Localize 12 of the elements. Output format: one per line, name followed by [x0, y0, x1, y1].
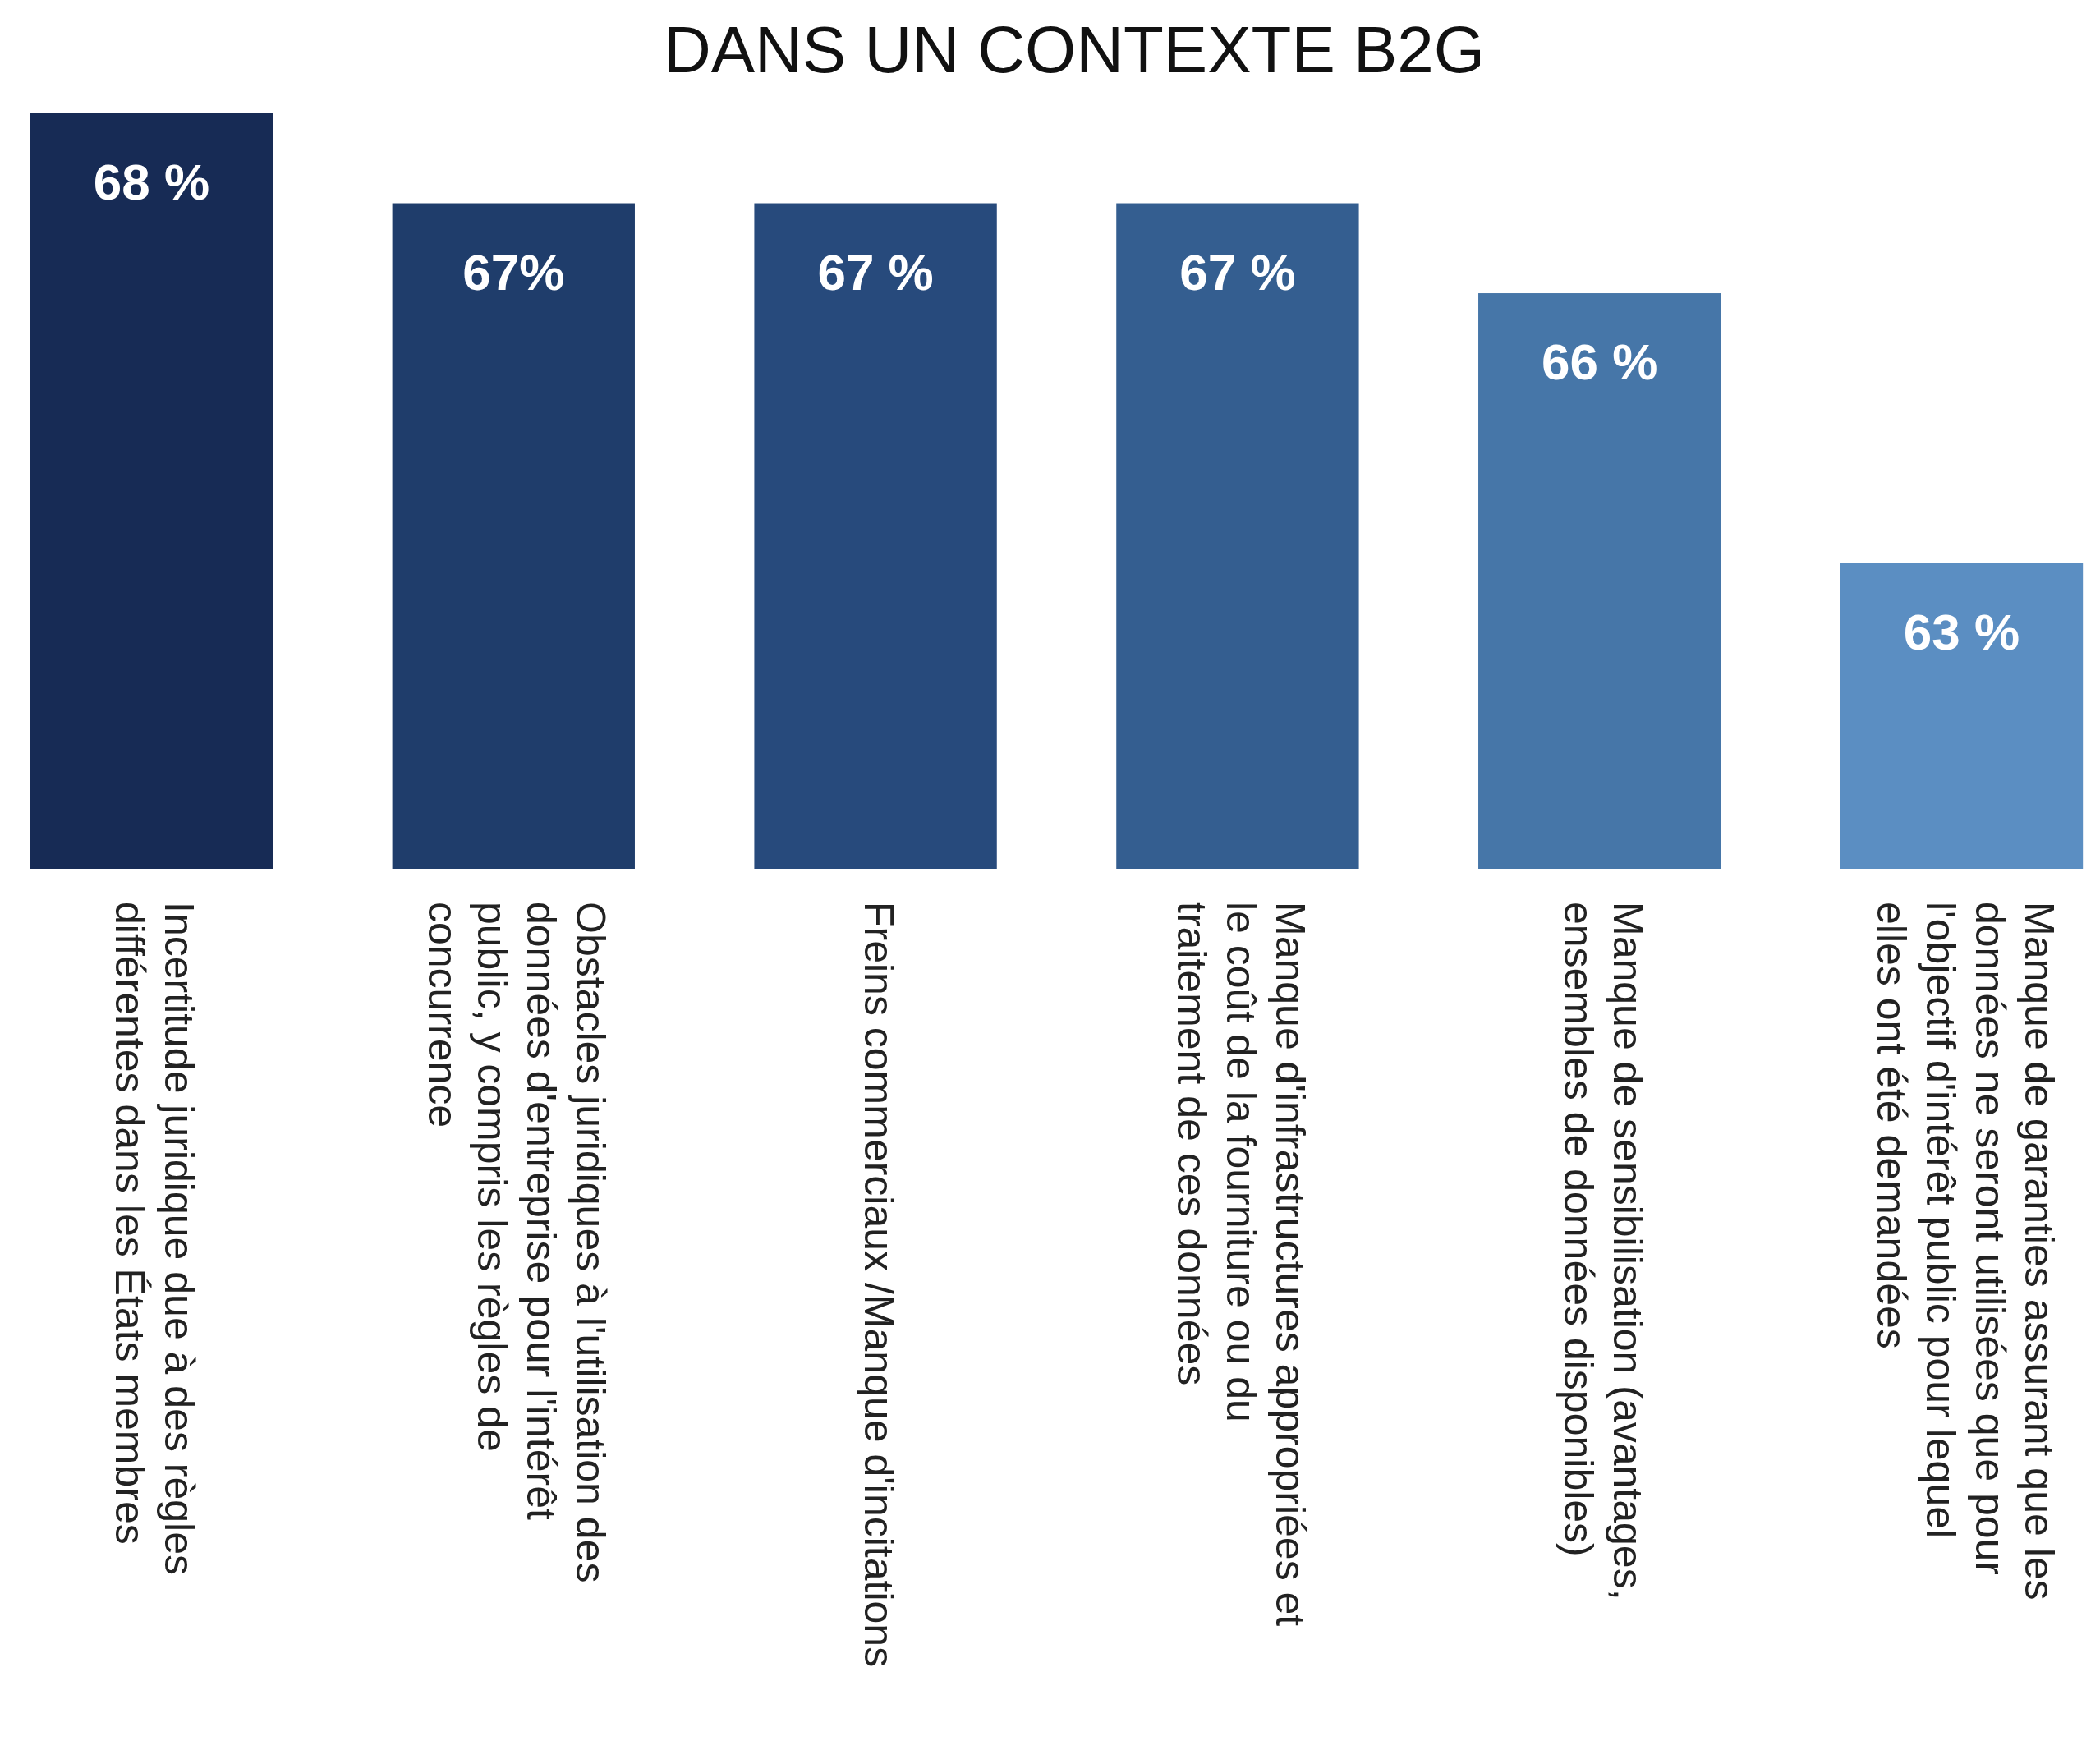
data-label: 68 %: [93, 154, 210, 210]
x-tick-label: Manque d'infrastructures appropriées et le coût de la fourniture ou du traitement de ces données: [1168, 902, 1313, 1627]
data-label: 67%: [462, 243, 565, 301]
data-label: 66 %: [1542, 333, 1658, 391]
chart-title: DANS UN CONTEXTE B2G: [663, 13, 1486, 86]
data-label: 67 %: [1179, 243, 1296, 301]
x-tick-label: Manque de sensibilisation (avantages, ensembles de données disponibles): [1555, 902, 1651, 1601]
x-tick-label: Obstacles juridiques à l'utilisation des données d'entreprise pour l'intérêt public, y compris les règles de concurrence: [420, 902, 614, 1583]
data-label: 67 %: [817, 243, 934, 301]
x-tick-label: Freins commerciaux /Manque d'incitations: [855, 902, 902, 1668]
x-tick-label: Incertitude juridique due à des règles différentes dans les États membres: [107, 902, 203, 1575]
data-label: 63 %: [1903, 603, 2020, 660]
